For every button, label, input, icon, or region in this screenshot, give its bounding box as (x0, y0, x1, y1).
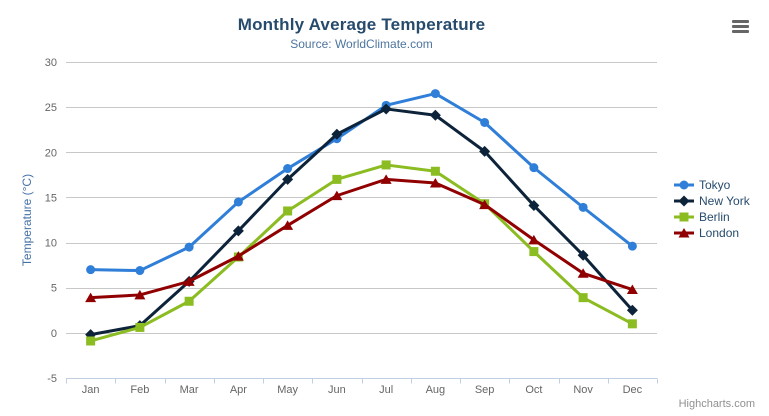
series-marker-new-york (380, 103, 392, 115)
y-axis-label: 10 (45, 238, 57, 250)
series-marker-berlin (184, 296, 194, 306)
x-axis-label: Sep (475, 384, 495, 396)
series-marker-tokyo (86, 265, 96, 275)
series-marker-london (85, 292, 97, 303)
x-axis-label: Nov (573, 384, 593, 396)
series-marker-tokyo (578, 202, 588, 212)
series-marker-berlin (332, 174, 342, 184)
y-axis-label: -5 (47, 373, 57, 385)
legend-item-tokyo[interactable]: Tokyo (674, 177, 750, 193)
x-axis-label: Jun (328, 384, 346, 396)
x-axis-label: Oct (525, 384, 542, 396)
london-legend-marker-icon (674, 228, 694, 238)
credits-link[interactable]: Highcharts.com (678, 398, 755, 410)
x-axis-label: Apr (230, 384, 247, 396)
x-axis-label: May (277, 384, 298, 396)
series-marker-new-york (331, 128, 343, 140)
series-marker-tokyo (233, 197, 243, 207)
y-axis-label: 25 (45, 102, 57, 114)
legend-item-berlin[interactable]: Berlin (674, 209, 750, 225)
series-marker-berlin (627, 319, 637, 329)
x-axis-label: Dec (623, 384, 643, 396)
y-axis-label: 15 (45, 192, 57, 204)
legend-item-label: Berlin (699, 210, 730, 224)
series-marker-tokyo (283, 164, 293, 174)
series-marker-london (528, 234, 540, 245)
series-marker-berlin (430, 166, 440, 176)
series-line-berlin (89, 163, 634, 343)
series-marker-london (380, 174, 392, 184)
series-marker-london (479, 199, 491, 210)
legend: Tokyo New York Berlin London (674, 177, 750, 241)
series-line-london (89, 177, 634, 300)
series-marker-tokyo (135, 266, 145, 276)
y-axis-label: 0 (51, 328, 57, 340)
x-axis-label: Aug (426, 384, 446, 396)
legend-item-london[interactable]: London (674, 225, 750, 241)
series-line-new-york (89, 107, 634, 337)
y-axis-label: 5 (51, 283, 57, 295)
series-marker-berlin (135, 322, 145, 332)
x-axis-label: Jan (82, 384, 100, 396)
series-marker-london (134, 289, 146, 300)
series-marker-london (577, 268, 589, 278)
series-marker-tokyo (430, 89, 440, 99)
series-marker-berlin (86, 336, 96, 346)
y-axis-label: 20 (45, 147, 57, 159)
hamburger-icon (732, 19, 749, 23)
hamburger-icon (732, 24, 749, 28)
series-marker-new-york (577, 249, 589, 261)
series-marker-new-york (282, 173, 294, 185)
x-axis-label: Mar (180, 384, 199, 396)
series-marker-tokyo (529, 163, 539, 173)
series-marker-tokyo (627, 241, 637, 251)
x-axis-label: Jul (379, 384, 393, 396)
x-axis-label: Feb (130, 384, 149, 396)
series-marker-berlin (529, 247, 539, 257)
series-marker-london (429, 177, 441, 188)
series-marker-berlin (578, 293, 588, 303)
series-marker-tokyo (184, 242, 194, 252)
y-axis-label: 30 (45, 57, 57, 69)
series-marker-new-york (479, 145, 491, 157)
series-marker-new-york (626, 304, 638, 316)
series-marker-london (232, 251, 244, 261)
berlin-legend-marker-icon (674, 212, 694, 222)
legend-item-label: London (699, 226, 740, 240)
series-marker-london (183, 276, 195, 286)
chart-title: Monthly Average Temperature (237, 15, 486, 34)
legend-item-label: New York (699, 194, 750, 208)
series-marker-berlin (283, 206, 293, 216)
series-marker-new-york (528, 200, 540, 212)
new-york-legend-marker-icon (674, 195, 694, 207)
chart-subtitle: Source: WorldClimate.com (290, 37, 433, 51)
legend-item-label: Tokyo (699, 178, 731, 192)
hamburger-icon (732, 29, 749, 33)
series-marker-berlin (381, 160, 391, 170)
series-marker-new-york (232, 225, 244, 237)
series-marker-london (626, 284, 638, 295)
legend-item-new-york[interactable]: New York (674, 193, 750, 209)
series-marker-london (282, 220, 294, 230)
series-marker-new-york (429, 109, 441, 121)
series-marker-london (331, 190, 343, 201)
export-menu-button[interactable] (729, 16, 753, 36)
series-marker-tokyo (480, 117, 490, 127)
tokyo-legend-marker-icon (674, 180, 694, 190)
